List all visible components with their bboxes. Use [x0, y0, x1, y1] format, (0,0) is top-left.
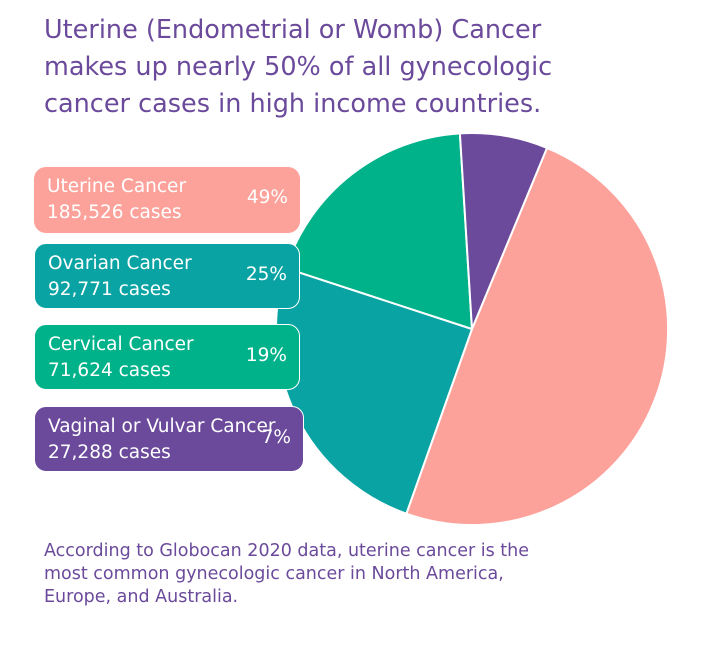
source-note: According to Globocan 2020 data, uterine… — [44, 540, 664, 609]
legend-label-vaginal-vulvar: Vaginal or Vulvar Cancer 27,288 cases 7% — [34, 406, 304, 472]
source-note-line-1: According to Globocan 2020 data, uterine… — [44, 541, 529, 561]
legend-label-percent: 19% — [245, 345, 287, 366]
pie-slice-vaginal-vulvar — [458, 131, 549, 330]
page-title: Uterine (Endometrial or Womb) Cancer mak… — [44, 12, 684, 123]
legend-label-name: Uterine Cancer — [47, 176, 187, 197]
legend-label-percent: 49% — [246, 187, 288, 208]
pie-slice-uterine — [405, 146, 670, 527]
page-title-line-2: makes up nearly 50% of all gynecologic — [44, 52, 553, 82]
source-note-line-2: most common gynecologic cancer in North … — [44, 564, 504, 584]
legend-label-name: Cervical Cancer — [48, 334, 194, 355]
pie-slices — [275, 131, 670, 527]
legend-label-cases: 92,771 cases — [48, 279, 171, 300]
legend-label-name: Ovarian Cancer — [48, 253, 192, 274]
legend-label-cervical: Cervical Cancer 71,624 cases 19% — [34, 324, 300, 390]
source-note-line-3: Europe, and Australia. — [44, 587, 239, 607]
legend-label-cases: 185,526 cases — [47, 202, 182, 223]
legend-label-ovarian: Ovarian Cancer 92,771 cases 25% — [34, 243, 300, 309]
page-title-line-3: cancer cases in high income countries. — [44, 89, 542, 119]
legend-label-percent: 7% — [261, 427, 291, 448]
legend-label-percent: 25% — [245, 264, 287, 285]
legend-label-uterine: Uterine Cancer 185,526 cases 49% — [34, 167, 300, 233]
page-title-line-1: Uterine (Endometrial or Womb) Cancer — [44, 15, 542, 45]
legend-label-cases: 71,624 cases — [48, 360, 171, 381]
legend-label-cases: 27,288 cases — [48, 442, 171, 463]
legend-label-name: Vaginal or Vulvar Cancer — [48, 416, 276, 437]
